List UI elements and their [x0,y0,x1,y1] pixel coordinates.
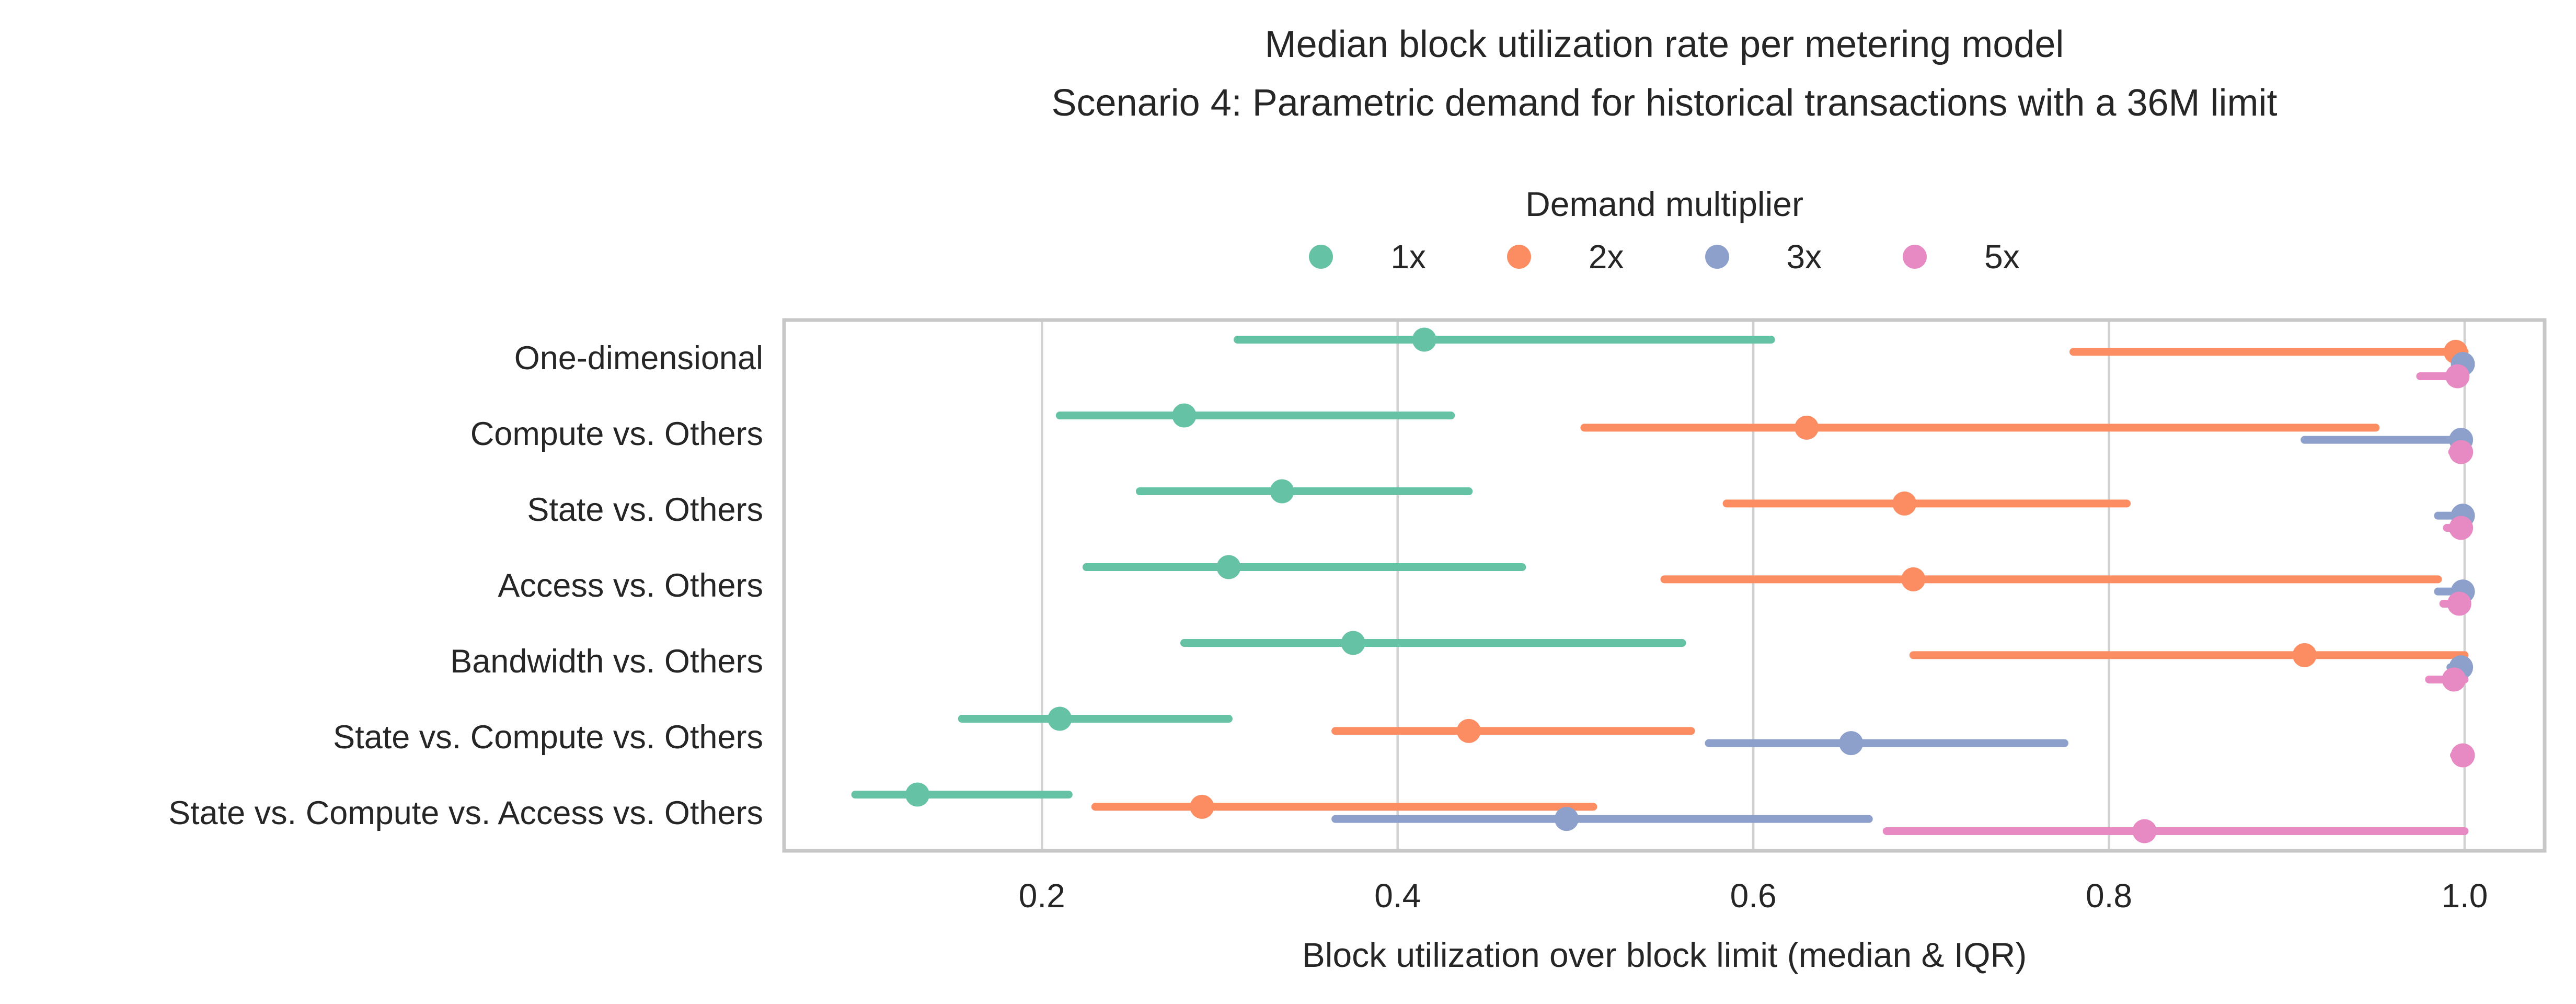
legend-item-1x: 1x [1309,237,1426,276]
legend-swatch-5x-icon [1903,245,1927,269]
legend-label-5x: 5x [1984,238,2020,276]
x-tick-label-0-6: 0.6 [1730,877,1777,915]
median-dot-5x-cat5 [2451,743,2475,768]
y-tick-label-one-dimensional: One-dimensional [514,339,763,376]
x-tick-label-0-4: 0.4 [1374,877,1421,915]
x-tick-label-0-2: 0.2 [1018,877,1065,915]
median-dot-5x-cat4 [2442,667,2466,692]
chart-title-line-1: Median block utilization rate per meteri… [1264,24,2064,65]
median-dot-5x-cat2 [2449,516,2474,540]
legend-swatch-2x-icon [1506,245,1531,269]
legend-swatch-1x-icon [1309,245,1333,269]
median-dot-1x-cat3 [1216,555,1241,579]
median-dot-2x-cat4 [2292,643,2317,667]
median-dot-1x-cat4 [1341,631,1365,655]
chart-title: Median block utilization rate per meteri… [784,16,2545,132]
legend-label-2x: 2x [1588,238,1624,276]
median-dot-1x-cat5 [1048,706,1072,731]
x-tick-label-0-8: 0.8 [2086,877,2132,915]
legend-label-1x: 1x [1390,238,1426,276]
legend-label-3x: 3x [1786,238,1822,276]
median-dot-3x-cat6 [1554,807,1579,831]
y-tick-label-state-compute-access-others: State vs. Compute vs. Access vs. Others [168,794,763,831]
median-dot-5x-cat3 [2447,591,2471,616]
plot-border [782,318,2547,853]
median-dot-1x-cat1 [1172,403,1197,428]
y-tick-label-access-vs-others: Access vs. Others [498,567,763,604]
legend-title: Demand multiplier [1525,185,1803,223]
y-tick-label-bandwidth-vs-others: Bandwidth vs. Others [450,643,763,680]
median-dot-2x-cat2 [1892,491,1917,516]
x-axis-label: Block utilization over block limit (medi… [1302,935,2027,974]
median-dot-2x-cat5 [1456,718,1481,743]
median-dot-1x-cat2 [1270,479,1294,504]
median-dot-2x-cat1 [1795,415,1819,440]
median-dot-2x-cat6 [1190,794,1214,819]
y-tick-label-state-compute-others: State vs. Compute vs. Others [333,718,763,756]
median-dot-5x-cat1 [2449,440,2474,464]
y-tick-label-state-vs-others: State vs. Others [527,491,763,528]
legend-item-3x: 3x [1705,237,1822,276]
median-dot-3x-cat5 [1839,731,1864,756]
legend-item-5x: 5x [1903,237,2020,276]
median-dot-5x-cat0 [2445,364,2470,389]
median-dot-1x-cat0 [1412,327,1436,352]
median-dot-1x-cat6 [905,782,930,807]
legend: Demand multiplier 1x 2x 3x 5x [784,184,2545,276]
y-tick-label-compute-vs-others: Compute vs. Others [470,415,763,452]
legend-items: 1x 2x 3x 5x [1309,237,2020,276]
legend-item-2x: 2x [1506,237,1624,276]
chart-title-line-2: Scenario 4: Parametric demand for histor… [1051,82,2278,124]
legend-swatch-3x-icon [1705,245,1729,269]
median-dot-5x-cat6 [2132,819,2157,843]
median-dot-2x-cat3 [1901,567,1926,591]
x-tick-label-1-0: 1.0 [2441,877,2488,915]
